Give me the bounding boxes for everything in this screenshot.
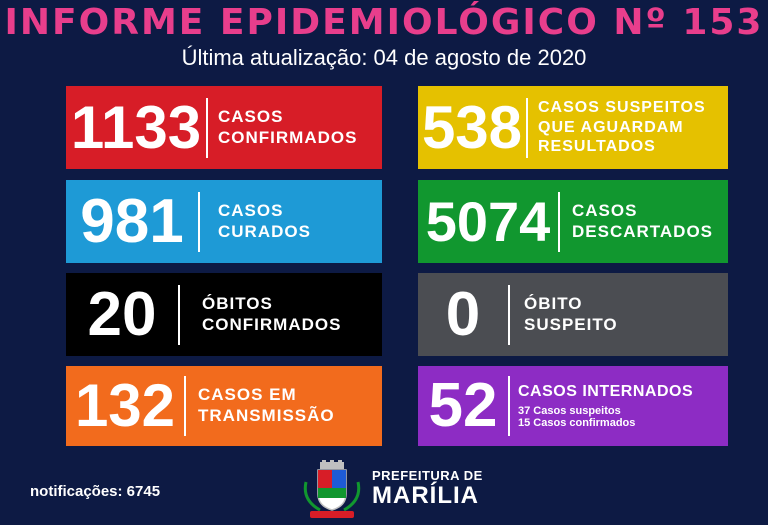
label-line: ÓBITOS — [202, 293, 273, 313]
divider — [558, 191, 560, 252]
hospitalized-cases-card: 52 CASOS INTERNADOS 37 Casos suspeitos 1… — [418, 366, 728, 446]
divider — [206, 97, 208, 158]
discarded-cases-label: CASOS DESCARTADOS — [572, 201, 713, 242]
hospitalized-cases-value: 52 — [428, 371, 498, 440]
breakdown-confirmed: 15 Casos confirmados — [518, 417, 636, 430]
label-line: ÓBITO — [524, 293, 583, 313]
label-line: CURADOS — [218, 221, 311, 241]
label-line: CASOS SUSPEITOS — [538, 99, 706, 117]
label-line: CASOS EM — [198, 385, 297, 405]
divider — [178, 284, 180, 345]
confirmed-cases-label: CASOS CONFIRMADOS — [218, 107, 357, 148]
label-line: CONFIRMADOS — [202, 314, 342, 334]
label-line: RESULTADOS — [538, 138, 656, 156]
divider — [198, 191, 200, 252]
logo-top-text: PREFEITURA DE — [372, 468, 483, 483]
suspected-death-value: 0 — [445, 279, 481, 349]
hospitalized-cases-label: CASOS INTERNADOS 37 Casos suspeitos 15 C… — [518, 382, 693, 430]
last-update-subtitle: Última atualização: 04 de agosto de 2020 — [181, 45, 587, 70]
confirmed-deaths-value: 20 — [87, 279, 157, 349]
divider — [184, 376, 186, 436]
divider — [508, 376, 510, 436]
recovered-cases-label: CASOS CURADOS — [218, 201, 311, 242]
notifications-count: notificações: 6745 — [30, 483, 161, 500]
label-line: QUE AGUARDAM — [538, 118, 684, 136]
logo-city-name: MARÍLIA — [372, 482, 479, 509]
label-line: SUSPEITO — [524, 314, 618, 334]
label-line: CONFIRMADOS — [218, 127, 358, 147]
confirmed-cases-value: 1133 — [70, 93, 202, 161]
suspected-death-card: 0 ÓBITO SUSPEITO — [418, 273, 728, 356]
divider — [508, 284, 510, 345]
confirmed-deaths-label: ÓBITOS CONFIRMADOS — [202, 294, 341, 335]
label-line: CASOS — [218, 106, 284, 126]
suspected-cases-card: 538 CASOS SUSPEITOS QUE AGUARDAM RESULTA… — [418, 86, 728, 169]
confirmed-deaths-card: 20 ÓBITOS CONFIRMADOS — [66, 273, 382, 356]
discarded-cases-card: 5074 CASOS DESCARTADOS — [418, 180, 728, 263]
hospitalized-breakdown: 37 Casos suspeitos 15 Casos confirmados — [518, 405, 693, 430]
transmission-cases-card: 132 CASOS EM TRANSMISSÃO — [66, 366, 382, 446]
label-line: TRANSMISSÃO — [198, 406, 335, 425]
transmission-cases-label: CASOS EM TRANSMISSÃO — [198, 385, 335, 426]
breakdown-suspected: 37 Casos suspeitos — [518, 404, 621, 417]
label-line: CASOS — [218, 200, 284, 220]
label-line: CASOS INTERNADOS — [518, 383, 694, 401]
divider — [526, 97, 528, 158]
discarded-cases-value: 5074 — [425, 189, 551, 253]
suspected-cases-value: 538 — [421, 93, 523, 161]
label-line: DESCARTADOS — [572, 221, 714, 241]
city-coat-of-arms-icon — [303, 460, 361, 518]
page-title: INFORME EPIDEMIOLÓGICO Nº 153 — [4, 2, 764, 43]
suspected-cases-label: CASOS SUSPEITOS QUE AGUARDAM RESULTADOS — [538, 98, 706, 157]
recovered-cases-value: 981 — [80, 186, 184, 256]
transmission-cases-value: 132 — [74, 372, 176, 439]
label-line: CASOS — [572, 200, 638, 220]
suspected-death-label: ÓBITO SUSPEITO — [524, 294, 618, 335]
confirmed-cases-card: 1133 CASOS CONFIRMADOS — [66, 86, 382, 169]
recovered-cases-card: 981 CASOS CURADOS — [66, 180, 382, 263]
city-logo-text: PREFEITURA DE MARÍLIA — [372, 468, 483, 509]
